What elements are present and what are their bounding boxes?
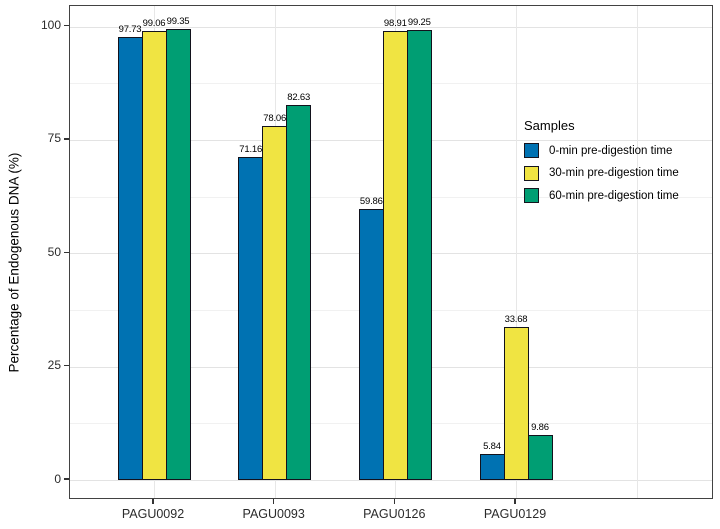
legend: Samples 0-min pre-digestion time 30-min p… <box>524 118 679 211</box>
bar-value-label: 97.73 <box>118 23 142 35</box>
bar-PAGU0129-0-min <box>479 453 505 480</box>
bar-PAGU0093-0-min <box>238 157 264 480</box>
gridline-vertical <box>516 6 517 498</box>
bar-PAGU0129-60-min <box>527 435 553 480</box>
legend-item: 60-min pre-digestion time <box>524 188 679 203</box>
legend-item: 0-min pre-digestion time <box>524 143 679 158</box>
legend-swatch <box>524 165 539 181</box>
legend-swatch <box>524 188 539 203</box>
bar-value-label: 99.25 <box>407 16 431 28</box>
y-axis-tick-label: 75 <box>47 131 61 146</box>
y-axis-tick-label: 0 <box>54 471 61 486</box>
x-axis-tick <box>152 499 154 504</box>
y-axis-tick <box>64 364 69 367</box>
bar-PAGU0129-30-min <box>503 327 529 480</box>
y-axis-tick-label: 100 <box>40 18 61 32</box>
y-axis-tick <box>64 251 69 253</box>
bar-value-label: 71.16 <box>239 144 263 156</box>
y-axis-title: Percentage of Endogenous DNA (%) <box>6 152 22 373</box>
bar-PAGU0092-30-min <box>141 30 167 480</box>
bar-value-label: 98.91 <box>383 18 407 30</box>
legend-title: Samples <box>524 118 575 133</box>
y-axis-tick-label: 25 <box>47 358 61 373</box>
legend-swatch <box>524 143 539 158</box>
y-axis-tick <box>64 478 69 480</box>
bar-value-label: 78.06 <box>263 112 287 124</box>
bar-PAGU0093-60-min <box>286 105 312 480</box>
bar-value-label: 99.35 <box>166 16 190 28</box>
bar-PAGU0092-0-min <box>117 36 143 480</box>
x-axis-tick <box>514 499 516 504</box>
plot-panel: 97.73 99.06 99.35 71.16 78.06 82.63 59.86 98.91… <box>69 5 713 499</box>
x-axis-tick-label: PAGU0092 <box>121 507 185 521</box>
x-axis-tick <box>393 499 396 504</box>
bar-PAGU0092-60-min <box>165 29 191 480</box>
x-axis-tick-label: PAGU0129 <box>483 507 547 521</box>
legend-item-label: 0-min pre-digestion time <box>549 144 673 157</box>
legend-item: 30-min pre-digestion time <box>524 165 679 181</box>
bar-PAGU0126-30-min <box>382 31 408 480</box>
x-axis-tick <box>272 499 275 504</box>
y-axis-tick <box>64 138 69 140</box>
y-axis-tick-label: 50 <box>47 244 61 259</box>
bar-PAGU0093-30-min <box>262 125 288 480</box>
legend-item-label: 30-min pre-digestion time <box>549 167 679 179</box>
bar-value-label: 99.06 <box>142 17 166 29</box>
gridline-major <box>70 26 712 28</box>
bar-PAGU0126-60-min <box>406 29 432 480</box>
legend-item-label: 60-min pre-digestion time <box>549 189 679 202</box>
bar-value-label: 59.86 <box>359 195 383 207</box>
bar-value-label: 33.68 <box>504 314 528 326</box>
x-axis-tick-label: PAGU0093 <box>242 507 305 521</box>
legend-rows: 0-min pre-digestion time 30-min pre-diges… <box>524 143 679 203</box>
gridline-vertical <box>636 6 638 498</box>
x-axis-tick-label: PAGU0126 <box>363 507 426 521</box>
bar-PAGU0126-0-min <box>358 208 384 480</box>
gridline-major <box>70 480 712 481</box>
bar-value-label: 9.86 <box>531 422 549 434</box>
bar-value-label: 5.84 <box>483 440 501 452</box>
y-axis-tick <box>64 24 69 27</box>
bar-value-label: 82.63 <box>287 92 311 104</box>
